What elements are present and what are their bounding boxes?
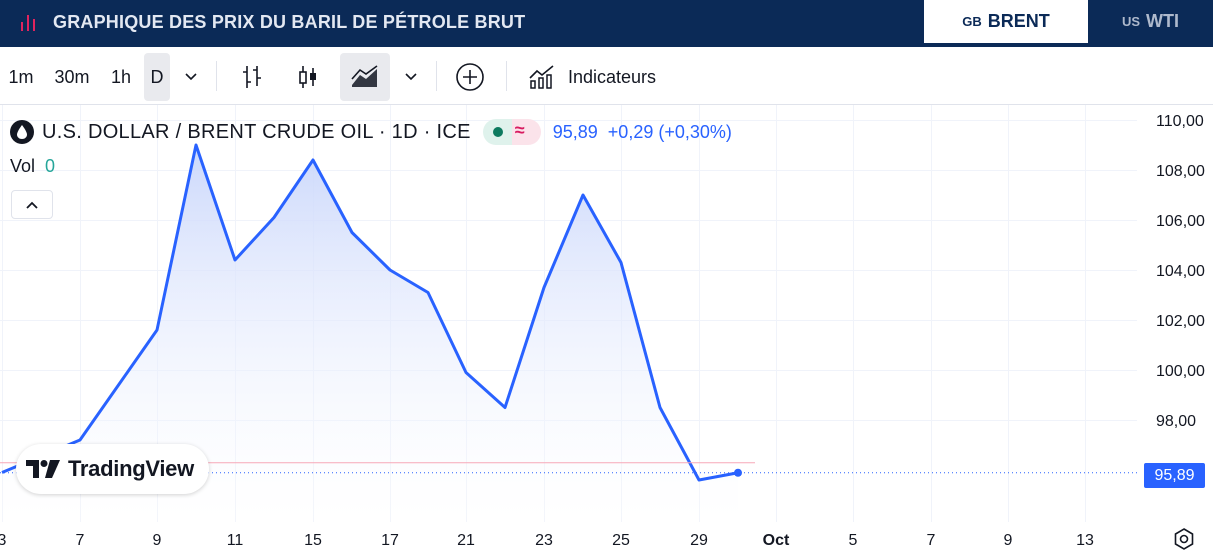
y-tick-label: 104,00 bbox=[1156, 263, 1205, 280]
chevron-down-icon bbox=[185, 73, 197, 81]
x-tick-label: 23 bbox=[535, 532, 553, 549]
y-tick-label: 108,00 bbox=[1156, 163, 1205, 180]
price-line bbox=[1, 143, 739, 482]
x-tick-label: 9 bbox=[153, 532, 162, 549]
header-bar: GRAPHIQUE DES PRIX DU BARIL DE PÉTROLE B… bbox=[0, 0, 1213, 47]
bar-chart-icon bbox=[21, 15, 35, 31]
last-point-marker bbox=[734, 468, 742, 477]
price-change: +0,29 (+0,30%) bbox=[607, 121, 732, 142]
bar-chart-style-button[interactable] bbox=[234, 53, 270, 101]
country-code: GB bbox=[962, 14, 982, 29]
x-tick-label: 29 bbox=[690, 532, 708, 549]
x-tick-label: 5 bbox=[849, 532, 858, 549]
bar-chart-icon bbox=[243, 66, 261, 88]
y-tick-label: 98,00 bbox=[1156, 413, 1196, 430]
x-tick-label: Oct bbox=[763, 532, 790, 549]
y-tick-label: 100,00 bbox=[1156, 363, 1205, 380]
interval-30m-button[interactable]: 30m bbox=[54, 66, 90, 87]
divider bbox=[506, 61, 507, 91]
x-tick-label: 7 bbox=[76, 532, 85, 549]
divider bbox=[216, 61, 217, 91]
tradingview-watermark[interactable]: TradingView bbox=[16, 444, 209, 494]
x-tick-label: 15 bbox=[304, 532, 322, 549]
x-tick-label: 17 bbox=[381, 532, 399, 549]
candlestick-icon bbox=[299, 66, 316, 88]
x-tick-label: 11 bbox=[227, 532, 244, 549]
indicators-button[interactable]: Indicateurs bbox=[524, 53, 684, 101]
chevron-up-icon bbox=[26, 201, 38, 209]
page-title: GRAPHIQUE DES PRIX DU BARIL DE PÉTROLE B… bbox=[53, 12, 526, 32]
last-price: 95,89 bbox=[552, 121, 598, 142]
watermark-text: TradingView bbox=[68, 456, 194, 481]
price-area-fill bbox=[2, 145, 738, 522]
compare-add-symbol-button[interactable] bbox=[450, 53, 490, 101]
y-tick-label: 106,00 bbox=[1156, 213, 1205, 230]
tradingview-logo-icon bbox=[26, 460, 60, 478]
tab-wti[interactable]: US WTI bbox=[1088, 0, 1213, 43]
tab-label: BRENT bbox=[987, 11, 1050, 31]
x-axis[interactable]: 3 7 9 11 15 17 21 23 25 29 Oct 5 7 9 13 bbox=[0, 532, 1094, 549]
current-price-axis-label: 95,89 bbox=[1144, 463, 1205, 488]
x-tick-label: 25 bbox=[612, 532, 630, 549]
x-tick-label: 21 bbox=[457, 532, 475, 549]
chart-toolbar: 1m 30m 1h D bbox=[0, 47, 1213, 105]
price-chart[interactable]: 110,00 108,00 106,00 104,00 102,00 100,00 98,0… bbox=[0, 105, 1213, 559]
candlestick-style-button[interactable] bbox=[290, 53, 326, 101]
x-tick-label: 7 bbox=[927, 532, 936, 549]
interval-dropdown-button[interactable] bbox=[178, 53, 204, 101]
chevron-down-icon bbox=[405, 73, 417, 81]
area-chart-icon bbox=[351, 65, 378, 87]
volume-legend: Vol 0 bbox=[10, 156, 55, 177]
market-status-badge[interactable]: ≈ bbox=[482, 119, 541, 145]
gear-icon bbox=[1174, 528, 1194, 550]
status-wave-icon: ≈ bbox=[514, 120, 525, 140]
x-tick-label: 9 bbox=[1004, 532, 1013, 549]
collapse-legend-button[interactable] bbox=[11, 190, 53, 219]
symbol-title[interactable]: U.S. DOLLAR / BRENT CRUDE OIL · 1D · ICE bbox=[42, 120, 471, 143]
country-code: US bbox=[1121, 14, 1141, 29]
symbol-legend: U.S. DOLLAR / BRENT CRUDE OIL · 1D · ICE… bbox=[10, 118, 732, 146]
oil-drop-icon bbox=[10, 120, 34, 144]
tab-brent[interactable]: GB BRENT bbox=[924, 0, 1088, 43]
indicators-label: Indicateurs bbox=[568, 66, 657, 87]
area-chart-style-button[interactable] bbox=[340, 53, 390, 101]
volume-label: Vol bbox=[10, 156, 36, 176]
y-tick-label: 110,00 bbox=[1156, 113, 1204, 130]
divider bbox=[436, 61, 437, 91]
x-tick-label: 13 bbox=[1076, 532, 1094, 549]
x-tick-label: 3 bbox=[0, 532, 7, 549]
chart-style-dropdown-button[interactable] bbox=[398, 53, 424, 101]
interval-1m-button[interactable]: 1m bbox=[8, 66, 34, 87]
indicators-icon bbox=[529, 65, 554, 89]
y-axis[interactable]: 110,00 108,00 106,00 104,00 102,00 100,00 98,0… bbox=[1156, 113, 1205, 430]
plus-circle-icon bbox=[456, 63, 484, 91]
y-tick-label: 102,00 bbox=[1156, 313, 1205, 330]
tab-label: WTI bbox=[1146, 11, 1180, 31]
interval-d-button[interactable]: D bbox=[144, 53, 170, 101]
market-open-dot-icon bbox=[492, 127, 503, 137]
interval-1h-button[interactable]: 1h bbox=[110, 66, 132, 87]
volume-value: 0 bbox=[45, 156, 56, 176]
chart-settings-button[interactable] bbox=[1171, 526, 1197, 552]
